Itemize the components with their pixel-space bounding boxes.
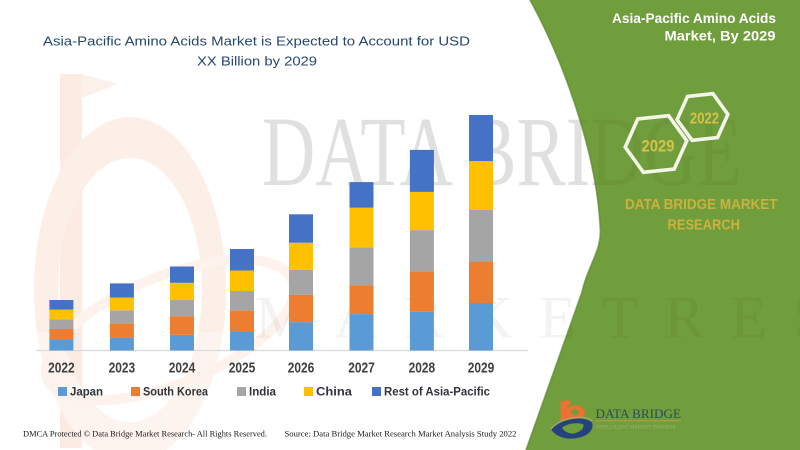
svg-text:2028: 2028 — [409, 360, 436, 376]
svg-text:Asia-Pacific Amino Acids: Asia-Pacific Amino Acids — [612, 11, 776, 26]
svg-text:RESEARCH: RESEARCH — [668, 216, 741, 233]
svg-text:South Korea: South Korea — [143, 385, 208, 399]
svg-text:XX Billion by 2029: XX Billion by 2029 — [197, 54, 317, 69]
svg-text:2027: 2027 — [348, 360, 375, 376]
svg-text:Market, By 2029: Market, By 2029 — [665, 29, 776, 44]
svg-text:2026: 2026 — [288, 360, 315, 376]
svg-text:Source: Data Bridge Market Res: Source: Data Bridge Market Research Mark… — [285, 428, 517, 438]
svg-text:Rest of Asia-Pacific: Rest of Asia-Pacific — [384, 385, 490, 399]
svg-text:DATA BRIDGE: DATA BRIDGE — [596, 406, 682, 421]
svg-text:Japan: Japan — [70, 385, 103, 399]
svg-text:2025: 2025 — [229, 360, 256, 376]
svg-text:2024: 2024 — [169, 360, 196, 376]
svg-text:INTELLIGENT MARKET INSIGHTS: INTELLIGENT MARKET INSIGHTS — [596, 424, 676, 430]
svg-text:2029: 2029 — [642, 136, 675, 155]
svg-text:2029: 2029 — [468, 360, 495, 376]
svg-text:DATA BRIDGE MARKET: DATA BRIDGE MARKET — [625, 196, 778, 213]
svg-text:China: China — [316, 385, 352, 399]
svg-text:2023: 2023 — [109, 360, 136, 376]
svg-text:2022: 2022 — [48, 360, 75, 376]
svg-text:DMCA Protected © Data Bridge M: DMCA Protected © Data Bridge Market Rese… — [23, 428, 267, 438]
svg-text:Asia-Pacific Amino Acids Marke: Asia-Pacific Amino Acids Market is Expec… — [43, 34, 470, 49]
svg-text:India: India — [249, 385, 276, 399]
svg-text:2022: 2022 — [690, 110, 719, 127]
